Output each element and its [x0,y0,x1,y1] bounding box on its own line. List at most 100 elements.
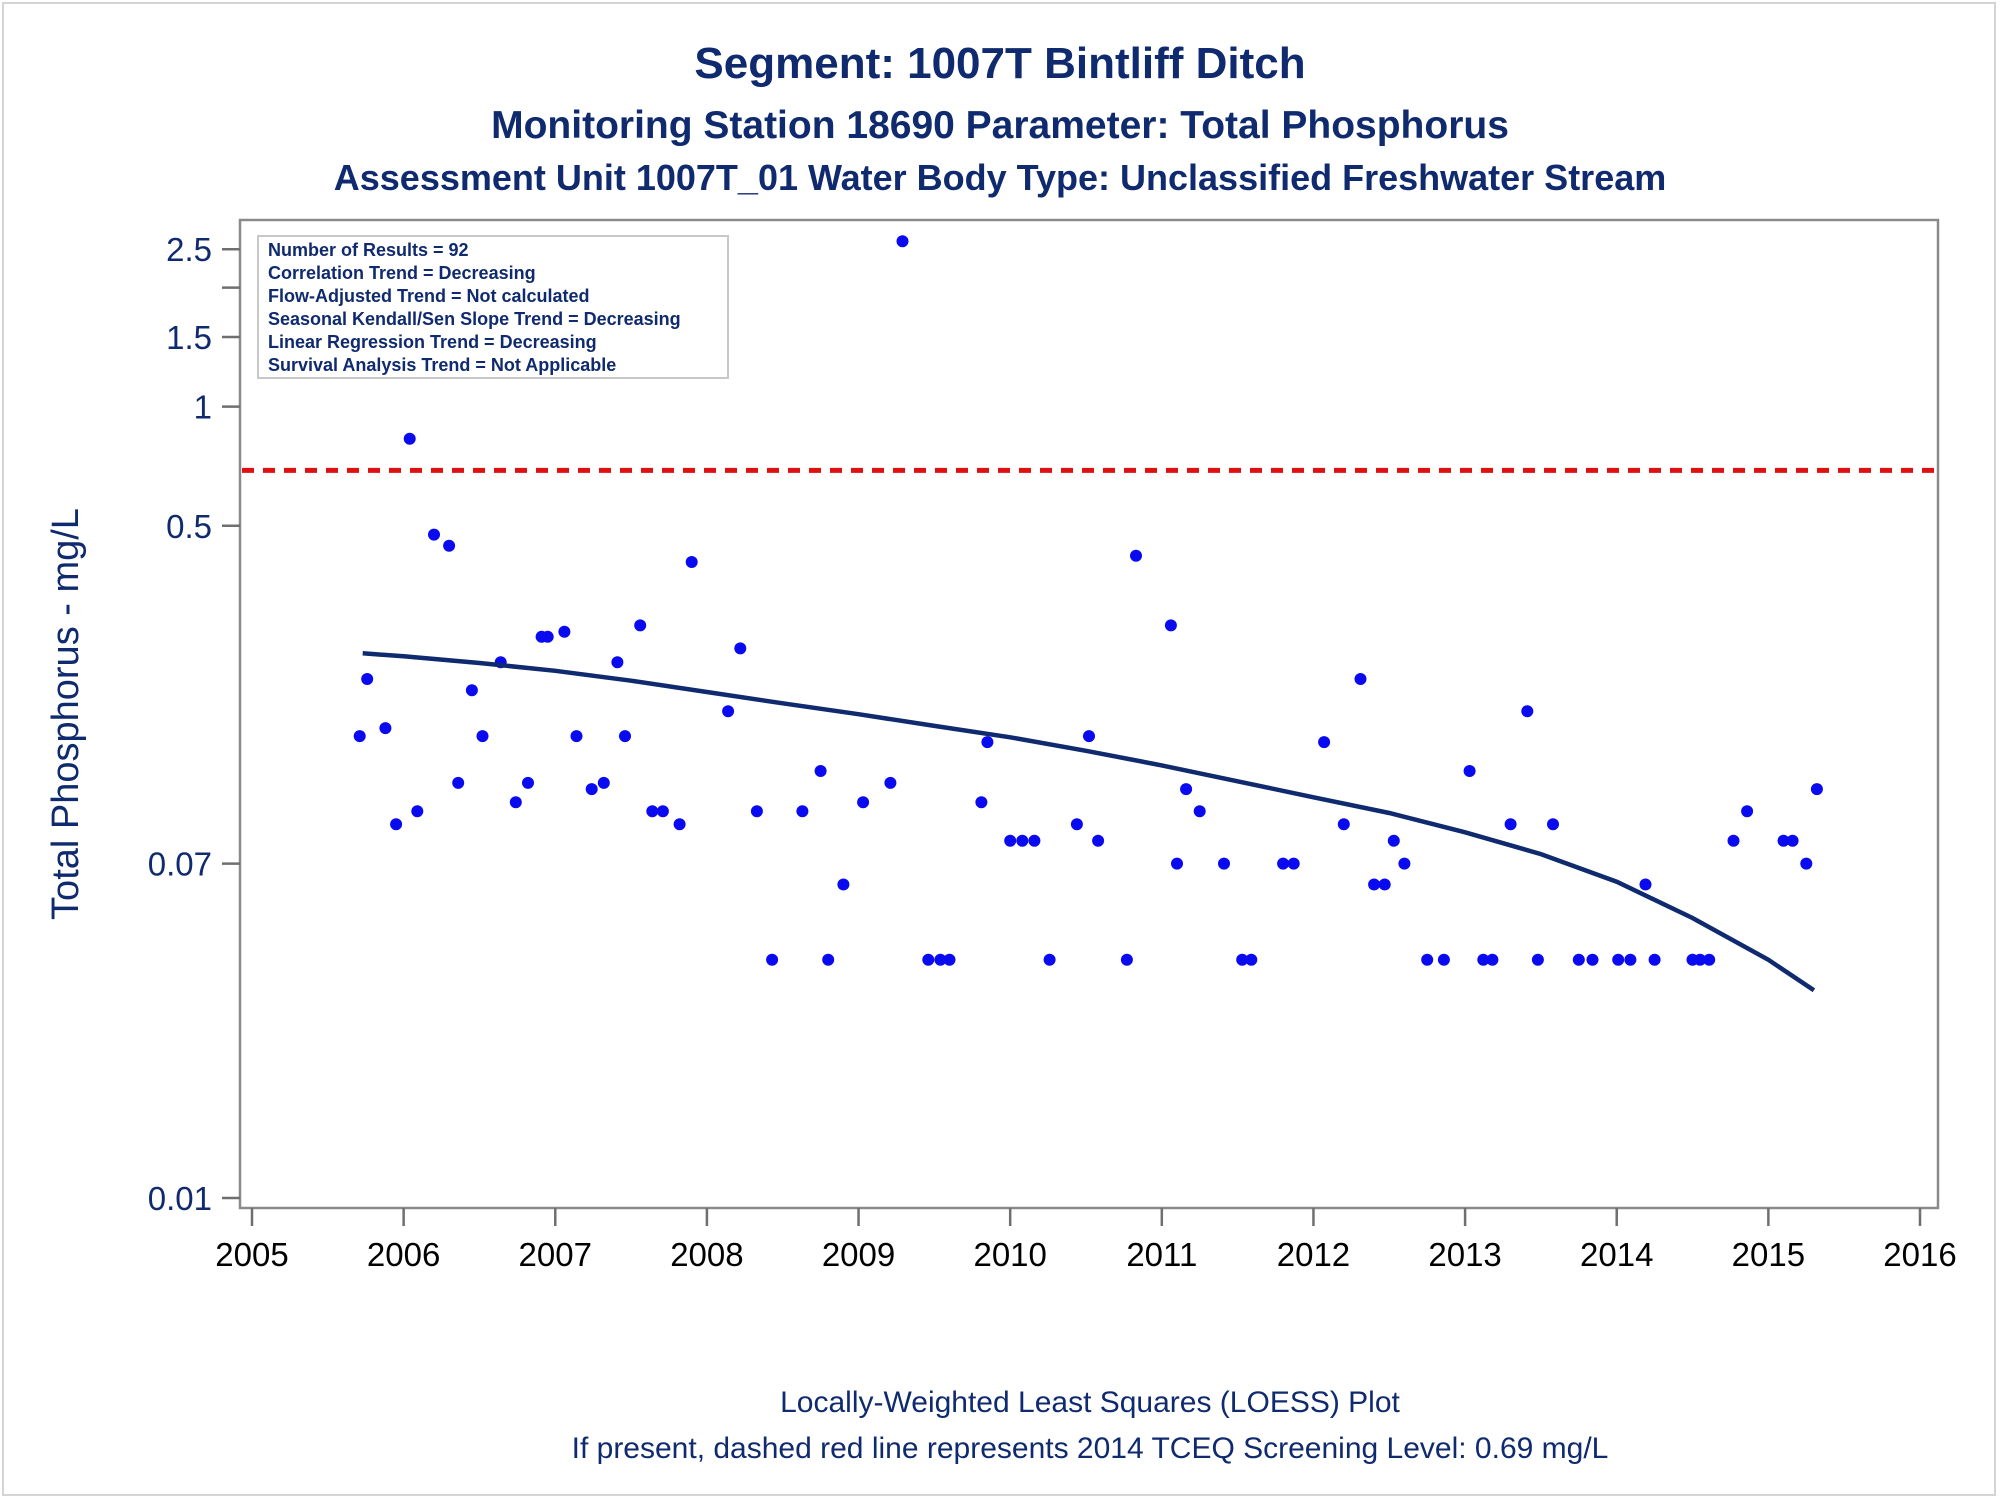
x-tick-label: 2016 [1883,1236,1956,1273]
data-point [1694,953,1707,966]
x-tick-label: 2006 [367,1236,440,1273]
data-point [837,878,850,891]
footnote-1: Locally-Weighted Least Squares (LOESS) P… [780,1386,1400,1419]
data-point [1387,834,1400,847]
data-point [443,539,456,552]
data-point [634,619,647,632]
stats-box-border [257,235,729,379]
data-point [390,818,403,831]
data-point [1703,953,1716,966]
data-point [1648,953,1661,966]
data-point [1368,878,1381,891]
data-point [1800,857,1813,870]
data-point [922,953,935,966]
stats-line: Correlation Trend = Decreasing [268,263,536,283]
x-tick-label: 2010 [973,1236,1046,1273]
x-axis: 2005 2006 2007 2008 2009 2010 2011 2012 2013 2014… [215,1208,1957,1273]
data-point [943,953,956,966]
data-point [1547,818,1559,831]
loess-line [362,651,1816,993]
data-point [1421,953,1434,966]
data-point [896,235,909,248]
x-tick-label: 2007 [519,1236,592,1273]
data-point [981,736,994,749]
data-point [403,432,416,445]
data-point [522,776,534,789]
y-tick-label: 2.5 [166,231,212,268]
data-point [476,730,489,743]
data-point [796,805,809,818]
data-point [1639,878,1652,891]
x-tick-label: 2014 [1580,1236,1653,1273]
x-tick-label: 2009 [822,1236,895,1273]
data-point [452,776,465,789]
chart-title: Segment: 1007T Bintliff Ditch [694,39,1305,88]
data-point [814,765,827,777]
data-point [1180,783,1193,796]
data-point [585,783,598,796]
data-point [597,776,610,789]
data-point [1120,953,1133,966]
data-point [766,953,779,966]
data-point [646,805,659,818]
data-point [934,953,947,966]
data-point [1318,736,1331,749]
data-point [1354,673,1367,685]
data-point [1398,857,1411,870]
stats-line: Seasonal Kendall/Sen Slope Trend = Decre… [268,309,681,329]
footnote-2: If present, dashed red line represents 2… [572,1432,1609,1465]
stats-line: Flow-Adjusted Trend = Not calculated [268,286,590,306]
data-point [611,656,624,669]
data-point [656,805,669,818]
stats-line: Linear Regression Trend = Decreasing [268,332,597,352]
data-point [361,673,374,685]
chart-subtitle: Monitoring Station 18690 Parameter: Tota… [491,104,1509,147]
y-axis: 2.5 1.5 1 0.5 0.07 0.01 [148,231,240,1217]
data-point [685,556,698,568]
data-point [1521,705,1534,718]
data-point [1092,834,1105,847]
data-point [722,705,735,718]
data-point [1727,834,1740,847]
data-point [541,630,554,643]
data-point [411,805,424,818]
data-point [1171,857,1183,870]
data-point [1016,834,1029,847]
data-point [1130,549,1142,562]
data-point [1043,953,1056,966]
data-point [379,722,392,735]
data-point [1277,857,1290,870]
data-point [1586,953,1599,966]
data-point [1236,953,1249,966]
x-tick-label: 2013 [1428,1236,1501,1273]
data-point [619,730,631,743]
data-point [884,776,897,789]
data-point [822,953,835,966]
data-point [1810,783,1823,796]
data-point [1624,953,1637,966]
x-tick-label: 2008 [670,1236,743,1273]
data-point [857,796,870,809]
data-point [734,642,747,655]
data-point [1287,857,1300,870]
data-point [1477,953,1490,966]
data-point [1612,953,1625,966]
data-point [1741,805,1754,818]
data-point [1777,834,1790,847]
data-point [465,684,478,697]
y-axis-label: Total Phosphorus - mg/L [45,508,87,920]
data-point [1504,818,1517,831]
y-tick-label: 0.07 [148,846,212,883]
y-tick-label: 0.01 [148,1180,212,1217]
x-tick-label: 2005 [215,1236,288,1273]
data-point [750,805,763,818]
data-point [1531,953,1544,966]
chart-subtitle-2: Assessment Unit 1007T_01 Water Body Type… [334,157,1667,198]
data-point [428,528,440,541]
data-point [1004,834,1017,847]
data-points [353,235,1823,966]
data-point [1028,834,1041,847]
data-point [1463,765,1476,777]
y-tick-label: 1.5 [166,319,212,356]
